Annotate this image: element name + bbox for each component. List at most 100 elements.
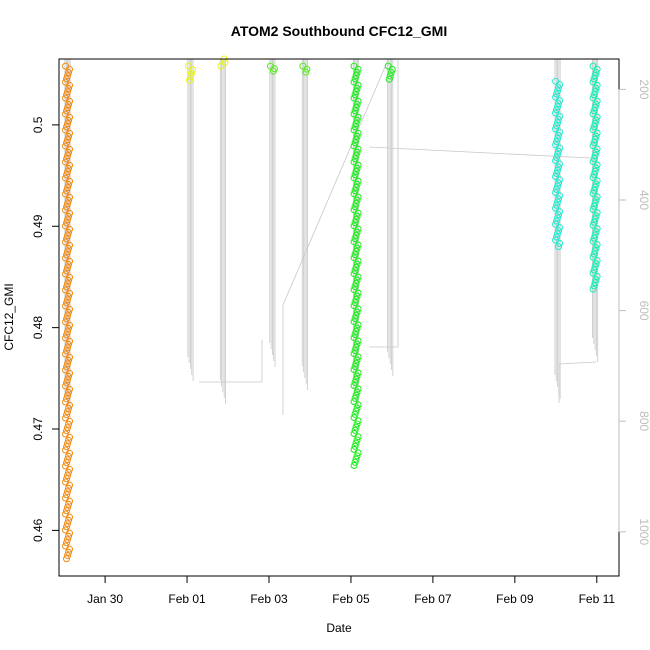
data-point (352, 199, 360, 207)
data-point (66, 465, 74, 473)
data-point (353, 308, 361, 316)
y-tick-label: 0.46 (31, 518, 45, 542)
data-point (352, 375, 360, 383)
data-point (66, 369, 74, 377)
data-point (590, 139, 598, 147)
data-point (354, 241, 362, 249)
data-point (555, 84, 563, 92)
data-point (553, 217, 561, 225)
data-point (63, 315, 71, 323)
data-point (554, 166, 562, 174)
data-point (353, 260, 361, 268)
data-point (352, 88, 360, 96)
data-point (592, 276, 600, 284)
data-point (64, 312, 72, 320)
data-point (66, 65, 74, 73)
data-point (554, 150, 562, 158)
data-point (592, 116, 600, 124)
x-tick-label: Jan 30 (87, 592, 123, 606)
data-point (590, 91, 598, 99)
data-point (354, 305, 362, 313)
data-point (65, 468, 73, 476)
data-point (65, 148, 73, 156)
data-point (64, 504, 72, 512)
data-point (555, 179, 563, 187)
profile-line (369, 60, 399, 348)
data-point (63, 491, 71, 499)
data-point (63, 139, 71, 147)
data-point (64, 152, 72, 160)
data-point (590, 123, 598, 131)
data-point (591, 231, 599, 239)
data-point (351, 203, 359, 211)
data-point (353, 228, 361, 236)
data-point (63, 427, 71, 435)
data-point (351, 235, 359, 243)
data-point (354, 209, 362, 217)
data-point (65, 404, 73, 412)
data-point (353, 388, 361, 396)
data-point (354, 385, 362, 393)
data-point (64, 392, 72, 400)
data-point (65, 388, 73, 396)
x-tick-label: Feb 03 (250, 592, 288, 606)
data-point (351, 410, 359, 418)
data-point (556, 176, 564, 184)
profile-line (282, 59, 389, 415)
data-point (352, 168, 360, 176)
data-point (591, 215, 599, 223)
data-point (65, 420, 73, 428)
plot-frame (58, 58, 620, 577)
data-point (591, 135, 599, 143)
data-point (65, 340, 73, 348)
data-point (63, 251, 71, 259)
profile-line (199, 340, 263, 383)
data-point (352, 391, 360, 399)
data-point (590, 218, 598, 226)
data-point (65, 532, 73, 540)
y-tick-label: 0.5 (31, 116, 45, 133)
data-point (64, 248, 72, 256)
data-point (556, 144, 564, 152)
data-point (591, 199, 599, 207)
data-point (64, 296, 72, 304)
data-point (64, 536, 72, 544)
data-point (554, 214, 562, 222)
data-point (556, 112, 564, 120)
data-point (354, 337, 362, 345)
profile-line (368, 146, 591, 159)
data-point (556, 160, 564, 168)
data-point (553, 90, 561, 98)
data-point (354, 193, 362, 201)
data-point (352, 152, 360, 160)
data-point (553, 233, 561, 241)
data-point (354, 145, 362, 153)
data-point (556, 128, 564, 136)
data-point (556, 192, 564, 200)
data-point (352, 215, 360, 223)
data-point (217, 62, 225, 70)
data-point (63, 539, 71, 547)
data-point (354, 225, 362, 233)
y2-tick-label: 400 (637, 190, 650, 210)
data-point (593, 97, 601, 105)
data-point (591, 119, 599, 127)
data-point (591, 72, 599, 80)
data-point (64, 344, 72, 352)
data-point (66, 529, 74, 537)
data-point (593, 81, 601, 89)
data-point (354, 401, 362, 409)
data-point (63, 235, 71, 243)
data-point (354, 113, 362, 121)
data-point (65, 452, 73, 460)
data-point (385, 75, 393, 83)
data-point (66, 129, 74, 137)
data-point (593, 272, 601, 280)
data-point (64, 440, 72, 448)
chart-title: ATOM2 Southbound CFC12_GMI (231, 23, 447, 39)
data-point (351, 315, 359, 323)
data-point (63, 411, 71, 419)
data-point (593, 225, 601, 233)
data-point (63, 331, 71, 339)
y2-tick-label: 200 (637, 79, 650, 99)
